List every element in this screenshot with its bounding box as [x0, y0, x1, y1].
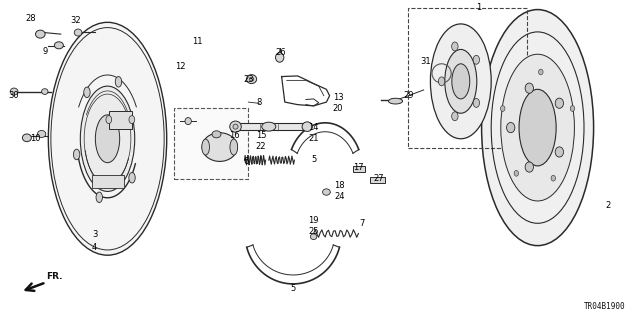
Text: TR04B1900: TR04B1900 — [584, 302, 626, 311]
Bar — [109, 111, 132, 129]
Text: 32: 32 — [70, 16, 81, 25]
Ellipse shape — [36, 30, 45, 38]
Ellipse shape — [54, 42, 63, 49]
Ellipse shape — [310, 234, 317, 240]
Ellipse shape — [452, 64, 470, 99]
Text: 30: 30 — [9, 91, 19, 100]
Ellipse shape — [507, 122, 515, 133]
Ellipse shape — [514, 170, 518, 176]
Text: 2: 2 — [605, 201, 611, 210]
Ellipse shape — [525, 83, 534, 93]
Ellipse shape — [482, 10, 594, 246]
Ellipse shape — [84, 87, 90, 98]
Text: 18: 18 — [334, 181, 344, 189]
Ellipse shape — [129, 173, 135, 183]
Ellipse shape — [202, 139, 209, 155]
Text: 24: 24 — [334, 192, 344, 201]
Ellipse shape — [74, 29, 82, 36]
Ellipse shape — [233, 124, 238, 129]
Ellipse shape — [525, 162, 534, 172]
Ellipse shape — [555, 98, 563, 108]
Ellipse shape — [501, 54, 575, 201]
Text: 9: 9 — [42, 47, 47, 56]
Text: 1: 1 — [476, 4, 481, 12]
Ellipse shape — [212, 131, 221, 138]
Bar — [408, 8, 527, 148]
Text: 8: 8 — [257, 98, 262, 107]
Ellipse shape — [555, 147, 563, 157]
Text: 22: 22 — [256, 142, 266, 151]
Text: 25: 25 — [308, 227, 319, 236]
Ellipse shape — [473, 55, 479, 64]
Bar — [236, 123, 307, 130]
Text: 3: 3 — [92, 230, 97, 239]
Text: 29: 29 — [403, 91, 413, 100]
Bar — [174, 108, 248, 179]
Ellipse shape — [539, 69, 543, 75]
Ellipse shape — [275, 53, 284, 62]
Text: 19: 19 — [308, 216, 319, 225]
Ellipse shape — [262, 122, 276, 131]
Ellipse shape — [115, 77, 122, 87]
Text: 28: 28 — [26, 14, 36, 23]
Text: 10: 10 — [30, 134, 40, 143]
Text: 17: 17 — [353, 163, 364, 172]
Ellipse shape — [430, 24, 492, 139]
Text: 6: 6 — [244, 157, 249, 166]
Text: 16: 16 — [229, 131, 239, 140]
Ellipse shape — [551, 175, 556, 181]
Text: FR.: FR. — [46, 272, 63, 281]
Ellipse shape — [302, 122, 312, 131]
Ellipse shape — [445, 49, 477, 113]
Ellipse shape — [452, 112, 458, 121]
Ellipse shape — [246, 75, 257, 84]
Ellipse shape — [500, 106, 505, 111]
Bar — [353, 166, 365, 172]
Ellipse shape — [37, 130, 46, 137]
Text: 20: 20 — [333, 104, 343, 113]
Text: 5: 5 — [311, 155, 316, 164]
Text: 4: 4 — [92, 243, 97, 252]
Ellipse shape — [42, 89, 48, 94]
Ellipse shape — [49, 22, 167, 255]
Text: 11: 11 — [192, 37, 202, 46]
Ellipse shape — [230, 139, 237, 155]
Ellipse shape — [230, 121, 241, 132]
Bar — [370, 177, 385, 183]
Text: 14: 14 — [308, 123, 319, 132]
Ellipse shape — [519, 89, 556, 166]
Ellipse shape — [10, 88, 18, 95]
Ellipse shape — [81, 86, 135, 191]
Ellipse shape — [202, 133, 237, 161]
Ellipse shape — [22, 134, 31, 142]
Ellipse shape — [95, 115, 120, 163]
Bar — [92, 175, 124, 188]
Ellipse shape — [473, 99, 479, 108]
Ellipse shape — [388, 98, 403, 104]
Ellipse shape — [96, 192, 102, 203]
Text: 31: 31 — [420, 57, 431, 66]
Ellipse shape — [438, 77, 445, 86]
Ellipse shape — [129, 116, 135, 124]
Text: 5: 5 — [291, 284, 296, 293]
Ellipse shape — [452, 42, 458, 51]
Text: 27: 27 — [374, 174, 384, 183]
Text: 15: 15 — [256, 131, 266, 140]
Ellipse shape — [323, 189, 330, 195]
Ellipse shape — [106, 116, 112, 124]
Ellipse shape — [249, 77, 254, 81]
Text: 12: 12 — [175, 63, 186, 71]
Text: 13: 13 — [333, 93, 343, 102]
Text: 26: 26 — [275, 48, 285, 57]
Ellipse shape — [185, 118, 191, 125]
Text: 23: 23 — [243, 75, 253, 84]
Text: 21: 21 — [308, 134, 319, 143]
Text: 7: 7 — [359, 219, 364, 228]
Ellipse shape — [570, 106, 575, 111]
Ellipse shape — [74, 149, 80, 160]
